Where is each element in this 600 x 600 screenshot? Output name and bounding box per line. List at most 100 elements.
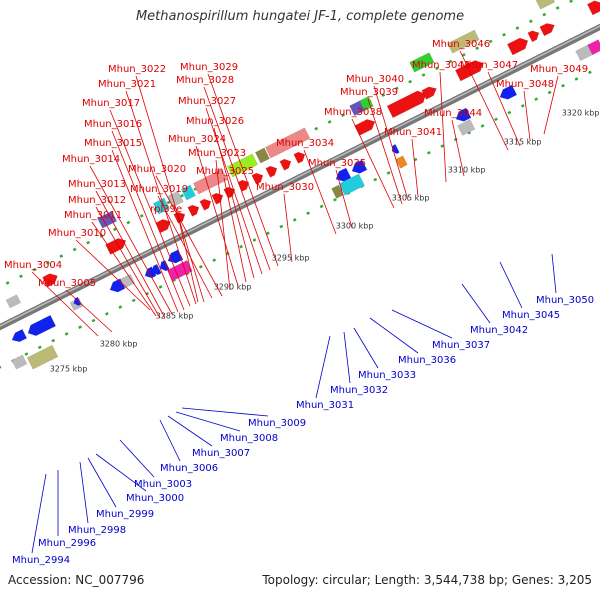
genome-backbone-highlight [0, 25, 600, 327]
bottom-gene-label: Mhun_3008 [220, 433, 278, 444]
gene-feature-29 [447, 29, 480, 54]
gene-feature-9 [211, 192, 224, 205]
bottom-leader-line [31, 473, 47, 554]
bottom-leader-line [167, 415, 213, 447]
top-leader-line [523, 90, 531, 141]
top-gene-label: Mhun_3016 [84, 119, 142, 130]
top-gene-label: Mhun_3026 [186, 116, 244, 127]
top-leader-line [373, 85, 409, 201]
top-leader-line [111, 149, 179, 313]
bottom-leader-line [87, 457, 117, 508]
gene-feature-54 [395, 155, 408, 169]
top-gene-label: Mhun_3017 [82, 98, 140, 109]
top-gene-label: Mhun_3011 [64, 210, 122, 221]
top-gene-label: Mhun_3014 [62, 154, 120, 165]
bottom-gene-label: Mhun_3000 [126, 493, 184, 504]
scale-tick-label: 3275 kbp [50, 364, 88, 373]
gene-feature-22 [264, 127, 311, 159]
gene-feature-39 [11, 354, 28, 370]
bottom-gene-label: Mhun_3050 [536, 295, 594, 306]
top-leader-line [203, 86, 271, 271]
bottom-gene-label: Mhun_3032 [330, 385, 388, 396]
bottom-gene-label: Mhun_3031 [296, 400, 354, 411]
gene-feature-38 [26, 344, 59, 370]
gene-feature-19 [192, 168, 228, 195]
top-gene-label: Mhun_3005 [38, 278, 96, 289]
top-gene-label: Mhun_3027 [178, 96, 236, 107]
gene-feature-28 [409, 52, 435, 73]
bottom-leader-line [391, 309, 453, 339]
top-gene-label: Mhun_3025 [196, 166, 254, 177]
bottom-gene-label: Mhun_3009 [248, 418, 306, 429]
top-gene-label: Mhun_3028 [176, 75, 234, 86]
gene-feature-57 [499, 84, 518, 100]
top-gene-label: Mhun_3043 [412, 60, 470, 71]
top-gene-label: Mhun_3048 [496, 79, 554, 90]
gene-feature-56 [457, 119, 476, 136]
top-leader-line [111, 130, 185, 311]
scale-tick-label: 3320 kbp [562, 108, 600, 117]
gene-feature-15 [293, 151, 306, 164]
gene-feature-18 [180, 184, 196, 201]
top-leader-line [91, 221, 157, 317]
bottom-gene-label: Mhun_2996 [38, 538, 96, 549]
top-gene-label: rpl39e [150, 204, 182, 215]
gene-feature-21 [254, 147, 270, 164]
gene-feature-25 [354, 119, 376, 136]
scale-tick-label: 3280 kbp [100, 339, 138, 348]
scale-tick-label: 3315 kbp [504, 137, 542, 146]
scale-tick-label: 3285 kbp [156, 311, 194, 320]
bottom-gene-label: Mhun_3036 [398, 355, 456, 366]
gene-feature-52 [338, 173, 365, 196]
bottom-leader-line [551, 253, 557, 294]
top-leader-line [213, 127, 255, 279]
bottom-gene-label: Mhun_3037 [432, 340, 490, 351]
gene-feature-8 [199, 198, 212, 211]
bottom-leader-line [461, 283, 491, 324]
gene-feature-12 [251, 172, 264, 185]
top-leader-line [283, 193, 293, 263]
gene-feature-14 [279, 158, 292, 171]
gene-feature-20 [226, 153, 259, 178]
gene-feature-33 [539, 23, 555, 37]
top-gene-label: Mhun_3012 [68, 195, 126, 206]
gene-feature-55 [455, 107, 472, 122]
gene-feature-27 [421, 86, 437, 100]
accession-text: Accession: NC_007796 [8, 573, 145, 587]
top-gene-label: Mhun_3029 [180, 62, 238, 73]
top-gene-label: Mhun_3010 [48, 228, 106, 239]
gene-feature-36 [11, 328, 28, 343]
scale-tick-label: 3310 kbp [448, 165, 486, 174]
top-gene-label: Mhun_3023 [188, 148, 246, 159]
bottom-leader-line [343, 331, 351, 384]
map-title: Methanospirillum hungatei JF-1, complete… [135, 9, 465, 24]
bottom-gene-label: Mhun_2998 [68, 525, 126, 536]
top-gene-label: Mhun_3030 [256, 182, 314, 193]
top-leader-line [351, 118, 395, 209]
gene-feature-2 [42, 273, 58, 288]
gene-feature-59 [587, 39, 600, 56]
top-gene-label: Mhun_3035 [308, 158, 366, 169]
gene-feature-26 [386, 90, 427, 119]
bottom-leader-line [499, 261, 523, 309]
gene-feature-43 [109, 278, 126, 293]
gene-feature-50 [351, 159, 368, 174]
bottom-leader-line [175, 411, 241, 432]
top-gene-label: Mhun_3049 [530, 64, 588, 75]
top-leader-line [195, 145, 239, 287]
top-leader-line [125, 90, 197, 305]
top-leader-line [65, 289, 113, 333]
top-leader-line [215, 159, 231, 291]
top-gene-label: Mhun_3020 [128, 164, 186, 175]
gene-feature-1 [5, 294, 22, 309]
bottom-leader-line [181, 407, 269, 417]
bottom-leader-line [159, 419, 181, 462]
gene-feature-31 [506, 37, 529, 56]
bottom-gene-label: Mhun_3042 [470, 325, 528, 336]
top-gene-label: Mhun_3047 [460, 60, 518, 71]
top-leader-line [303, 149, 337, 235]
top-leader-line [451, 119, 465, 177]
bottom-gene-label: Mhun_3006 [160, 463, 218, 474]
top-gene-label: Mhun_3021 [98, 79, 156, 90]
